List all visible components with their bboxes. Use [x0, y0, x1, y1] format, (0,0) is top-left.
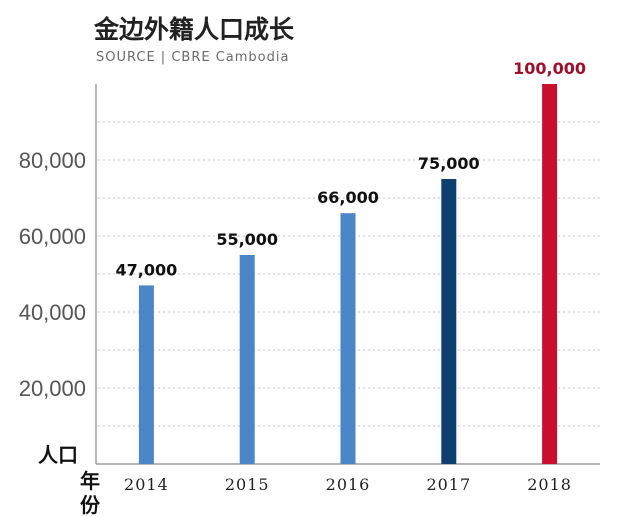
- value-label-2016: 66,000: [317, 188, 379, 207]
- chart-title: 金边外籍人口成长: [93, 15, 295, 44]
- value-label-2017: 75,000: [418, 154, 480, 173]
- category-label-2017: 2017: [426, 475, 471, 494]
- x-axis-label-char-1: 年: [80, 469, 100, 493]
- value-label-2014: 47,000: [116, 260, 178, 279]
- y-tick-label: 40,000: [19, 300, 86, 325]
- x-axis-label-char-2: 份: [80, 493, 101, 517]
- y-tick-label: 20,000: [19, 376, 86, 401]
- value-label-2018: 100,000: [513, 59, 586, 78]
- bar-2016: [340, 213, 356, 464]
- bar-2017: [441, 179, 457, 464]
- bar-2018: [542, 84, 558, 464]
- bar-2014: [138, 285, 154, 464]
- y-axis-label: 人口: [38, 443, 78, 467]
- y-tick-label: 80,000: [19, 148, 86, 173]
- chart-source: SOURCE | CBRE Cambodia: [96, 50, 289, 65]
- bar-2015: [239, 255, 255, 464]
- category-label-2014: 2014: [124, 475, 169, 494]
- y-tick-labels: 20,000 40,000 60,000 80,000: [19, 148, 86, 401]
- y-tick-label: 60,000: [19, 224, 86, 249]
- category-label-2018: 2018: [527, 475, 572, 494]
- category-label-2015: 2015: [225, 475, 270, 494]
- category-labels: 2014 2015 2016 2017 2018: [124, 475, 572, 494]
- bars: [138, 84, 558, 464]
- value-label-2015: 55,000: [216, 230, 278, 249]
- value-labels: 47,000 55,000 66,000 75,000 100,000: [116, 59, 587, 279]
- category-label-2016: 2016: [326, 475, 371, 494]
